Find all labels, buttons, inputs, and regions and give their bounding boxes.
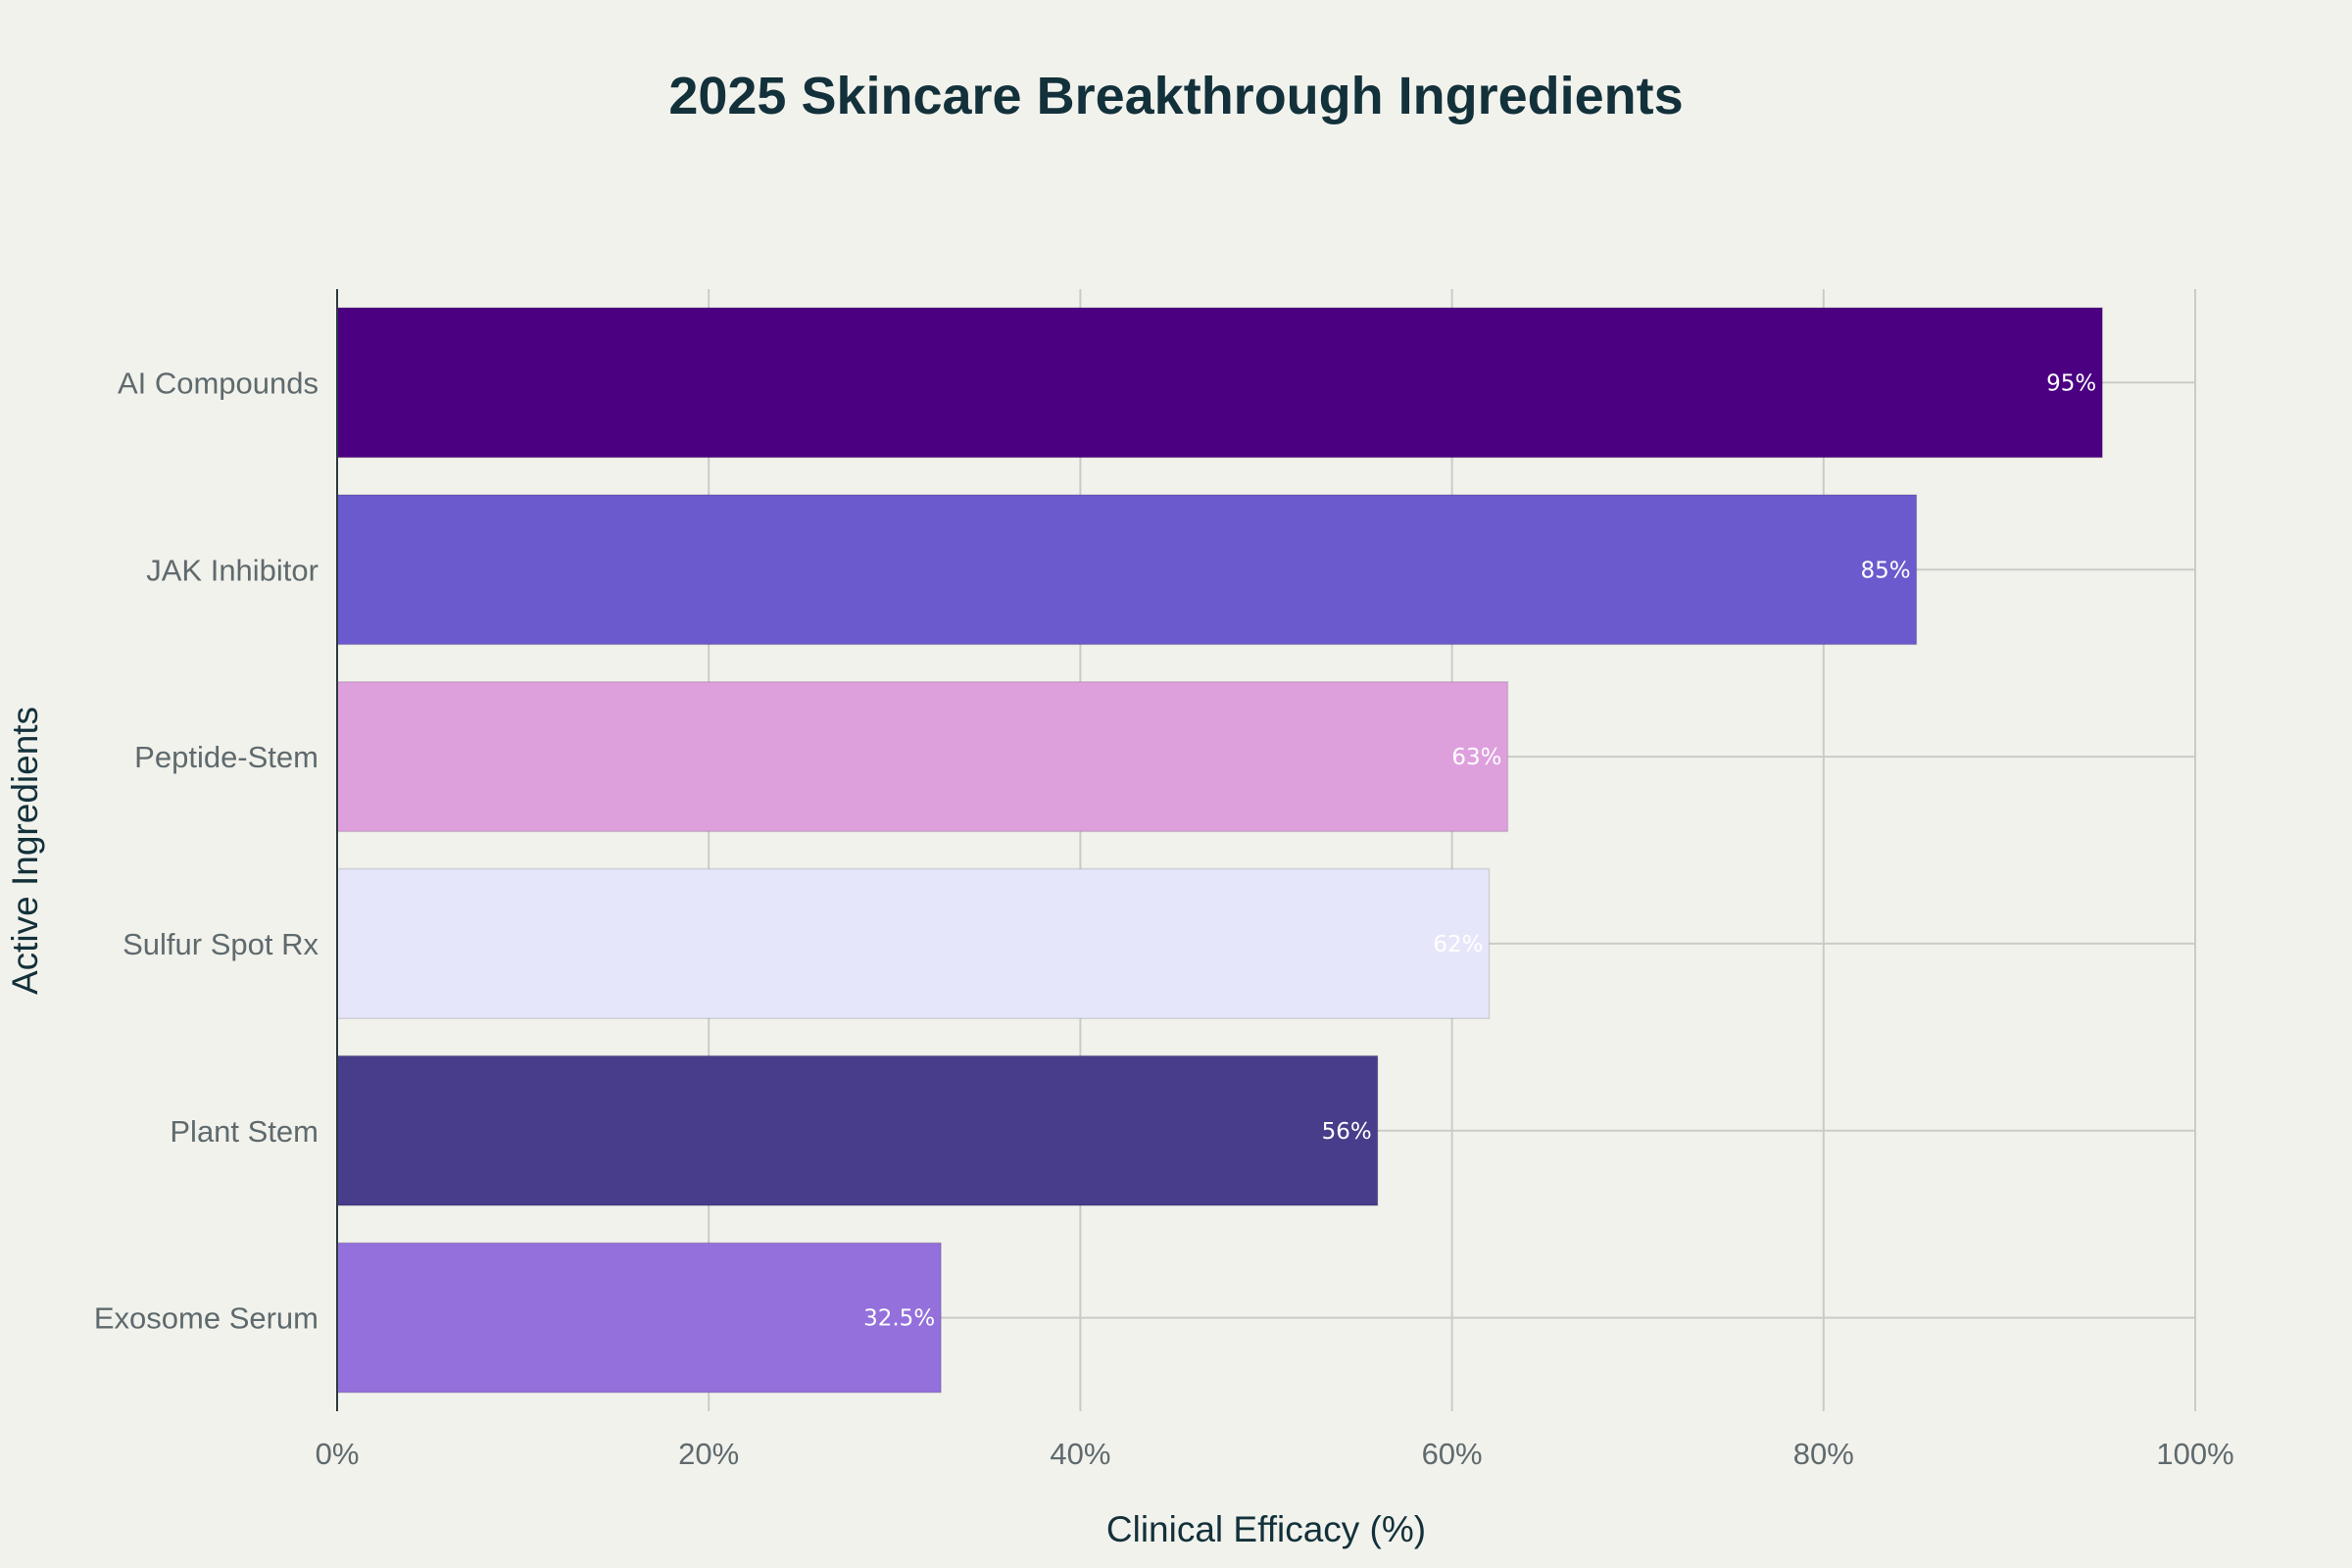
bar xyxy=(336,494,1918,646)
bar-value-label: 95% xyxy=(2046,370,2096,396)
bar xyxy=(336,1054,1379,1206)
bar xyxy=(336,307,2103,459)
y-tick-label: Sulfur Spot Rx xyxy=(122,927,318,961)
x-tick-label: 100% xyxy=(2156,1437,2233,1471)
x-tick-label: 20% xyxy=(678,1437,739,1471)
y-axis-label: Active Ingredients xyxy=(5,707,45,995)
bars: 95% 85% 63% 62% 56% 32.5% xyxy=(336,307,2103,1394)
y-tick-labels: AI Compounds JAK Inhibitor Peptide-Stem Sul… xyxy=(94,366,319,1335)
y-tick-label: AI Compounds xyxy=(118,366,318,400)
y-tick-label: Plant Stem xyxy=(170,1114,318,1149)
x-axis-label: Clinical Efficacy (%) xyxy=(1106,1509,1426,1549)
x-tick-label: 40% xyxy=(1050,1437,1110,1471)
x-tick-label: 80% xyxy=(1793,1437,1854,1471)
x-tick-labels: 0% 20% 40% 60% 80% 100% xyxy=(316,1437,2234,1471)
bar xyxy=(336,867,1491,1019)
bar xyxy=(336,1242,942,1394)
y-tick-label: Peptide-Stem xyxy=(134,740,318,774)
x-tick-label: 0% xyxy=(316,1437,360,1471)
bar-value-label: 85% xyxy=(1860,558,1910,583)
bar-value-label: 56% xyxy=(1322,1119,1372,1145)
bar-value-label: 32.5% xyxy=(863,1306,935,1332)
bar-value-label: 63% xyxy=(1451,745,1501,770)
x-tick-label: 60% xyxy=(1422,1437,1483,1471)
y-tick-label: JAK Inhibitor xyxy=(146,553,318,587)
bar xyxy=(336,681,1509,833)
chart-title: 2025 Skincare Breakthrough Ingredients xyxy=(668,67,1683,125)
y-tick-label: Exosome Serum xyxy=(94,1301,318,1336)
bar-value-label: 62% xyxy=(1433,932,1483,957)
